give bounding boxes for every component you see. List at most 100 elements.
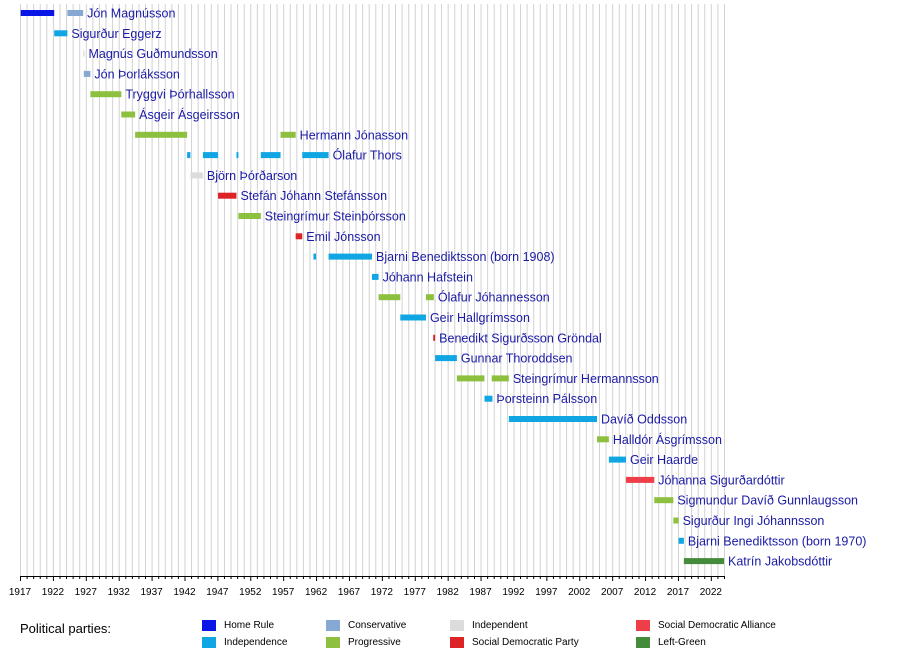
term-bar	[135, 131, 188, 138]
x-tick-label: 1947	[206, 587, 229, 598]
x-tick-label: 1937	[140, 587, 163, 598]
term-bar	[187, 152, 191, 159]
term-bar	[425, 294, 434, 301]
term-bar	[238, 213, 261, 219]
x-tick-label: 1977	[404, 587, 427, 598]
legend-label: Progressive	[348, 637, 401, 648]
legend-title: Political parties:	[20, 621, 112, 636]
pm-label: Björn Þórðarson	[207, 169, 297, 183]
term-bar	[456, 375, 485, 382]
legend-item: Independent	[450, 620, 528, 631]
term-bar	[597, 436, 609, 443]
term-bar	[20, 10, 55, 16]
legend-swatch	[450, 620, 464, 631]
pm-label: Sigmundur Davíð Gunnlaugsson	[677, 494, 858, 508]
pm-label: Katrín Jakobsdóttir	[728, 555, 832, 569]
legend-swatch	[326, 620, 340, 631]
term-bar	[280, 131, 296, 138]
x-tick-label: 1927	[75, 587, 98, 598]
x-tick-label: 1982	[437, 587, 460, 598]
pm-label: Tryggvi Þórhallsson	[125, 88, 234, 102]
term-bar	[435, 355, 457, 362]
term-bar	[608, 456, 626, 463]
term-bar	[433, 334, 436, 341]
term-bar	[313, 253, 317, 260]
legend-label: Social Democratic Party	[472, 637, 579, 648]
pm-label: Emil Jónsson	[306, 230, 380, 244]
pm-label: Ólafur Thors	[333, 148, 402, 163]
term-bar	[260, 152, 281, 159]
x-tick-label: 2007	[601, 587, 624, 598]
pm-label: Magnús Guðmundsson	[88, 47, 217, 61]
pm-label: Steingrímur Hermannsson	[513, 372, 659, 386]
term-bar	[236, 152, 239, 159]
pm-label: Geir Haarde	[630, 453, 698, 467]
legend-item: Progressive	[326, 637, 401, 648]
legend-label: Left-Green	[658, 637, 706, 648]
x-tick-label: 2017	[667, 587, 690, 598]
x-tick-label: 1962	[305, 587, 328, 598]
pm-label: Bjarni Benediktsson (born 1908)	[376, 250, 555, 264]
pm-label: Ólafur Jóhannesson	[438, 290, 550, 305]
legend-swatch	[636, 620, 650, 631]
term-bar	[121, 111, 136, 118]
pm-label: Sigurður Eggerz	[71, 27, 161, 41]
term-bar	[218, 192, 237, 199]
term-bars	[20, 10, 724, 565]
pm-label: Jóhanna Sigurðardóttir	[658, 473, 784, 487]
pm-label: Geir Hallgrímsson	[430, 311, 530, 325]
term-bar	[83, 50, 85, 57]
pm-label: Jóhann Hafstein	[383, 270, 473, 284]
term-bar	[372, 273, 379, 280]
term-bar	[54, 30, 68, 37]
pm-label: Benedikt Sigurðsson Gröndal	[439, 331, 602, 345]
pm-label: Stefán Jóhann Stefánsson	[240, 189, 387, 203]
pm-label: Þorsteinn Pálsson	[496, 392, 597, 406]
legend-swatch	[326, 637, 340, 648]
x-tick-label: 2012	[634, 587, 657, 598]
legend-item: Left-Green	[636, 637, 706, 648]
legend-label: Independent	[472, 620, 528, 631]
pm-label: Gunnar Thoroddsen	[461, 352, 573, 366]
pm-label: Jón Þorláksson	[94, 67, 180, 81]
x-tick-label: 1967	[338, 587, 361, 598]
pm-label: Halldór Ásgrímsson	[613, 432, 722, 447]
term-bar	[67, 10, 84, 16]
legend-swatch	[202, 637, 216, 648]
pm-label: Davíð Oddsson	[601, 413, 687, 427]
x-tick-label: 1997	[535, 587, 558, 598]
legend-item: Independence	[202, 637, 287, 648]
legend-swatch	[450, 637, 464, 648]
term-bar	[678, 537, 684, 544]
term-bar	[400, 314, 426, 321]
x-axis: 1917 1922 1927 1932 1937 1942 1947 1952 1957 1962…	[9, 576, 725, 598]
term-bar	[378, 294, 401, 301]
legend-label: Conservative	[348, 620, 407, 631]
x-tick-label: 1952	[239, 587, 262, 598]
term-bar	[190, 172, 203, 179]
legend-item: Social Democratic Alliance	[636, 620, 776, 631]
x-tick-label: 1932	[108, 587, 131, 598]
legend-item: Home Rule	[202, 620, 274, 631]
legend-item: Conservative	[326, 620, 406, 631]
x-tick-label: 1957	[272, 587, 295, 598]
term-bar	[508, 416, 598, 422]
pm-label: Sigurður Ingi Jóhannsson	[683, 514, 825, 528]
x-tick-label: 1942	[173, 587, 196, 598]
legend-label: Home Rule	[224, 620, 275, 631]
term-bar	[484, 395, 493, 402]
x-tick-label: 1917	[9, 587, 32, 598]
pm-label: Ásgeir Ásgeirsson	[139, 107, 240, 122]
term-bar	[90, 91, 122, 98]
legend-label: Independence	[224, 637, 288, 648]
term-bar	[673, 517, 679, 524]
x-tick-label: 1922	[42, 587, 65, 598]
term-bar	[625, 476, 655, 483]
pm-label: Bjarni Benediktsson (born 1970)	[688, 534, 867, 548]
legend-swatch	[202, 620, 216, 631]
term-bar	[491, 375, 509, 382]
term-bar	[302, 152, 329, 159]
x-tick-label: 2002	[568, 587, 591, 598]
legend-swatch	[636, 637, 650, 648]
